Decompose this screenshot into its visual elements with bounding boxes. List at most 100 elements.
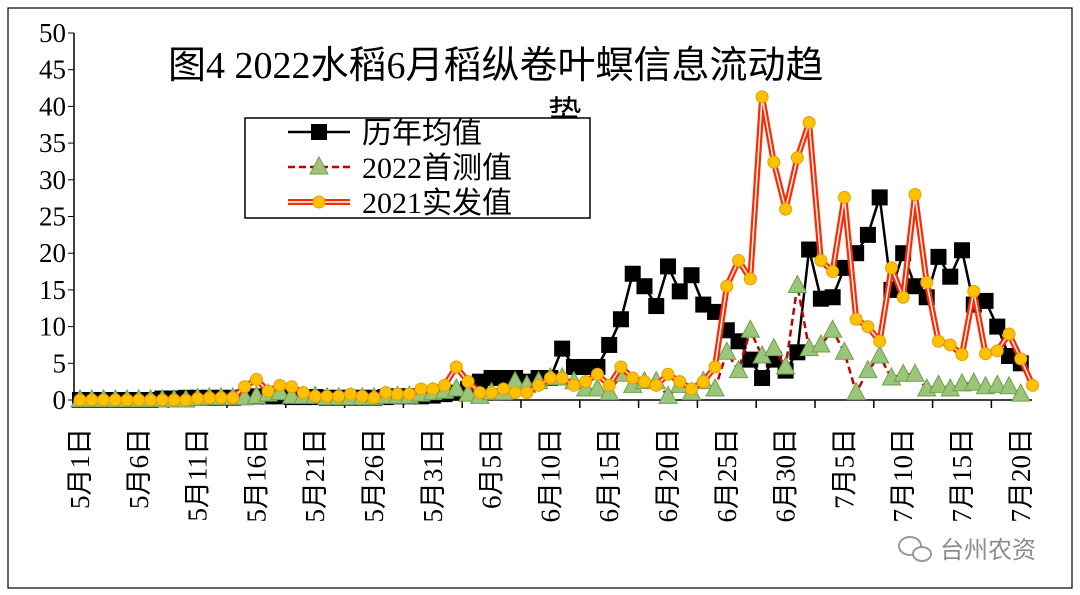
data-point (1010, 383, 1031, 402)
data-point (754, 369, 771, 386)
data-point (849, 312, 863, 326)
data-point (999, 375, 1019, 395)
y-tick-label: 45 (39, 55, 66, 85)
data-point (214, 391, 228, 405)
data-point (332, 389, 346, 403)
y-tick-label: 5 (53, 348, 67, 378)
data-point (238, 380, 252, 394)
data-point (508, 386, 522, 400)
data-point (167, 393, 181, 407)
data-point (740, 319, 761, 338)
data-point (869, 344, 890, 364)
data-point (626, 371, 640, 385)
chart-frame (7, 7, 1073, 589)
y-tick-label: 35 (39, 128, 66, 158)
wechat-icon (898, 536, 932, 562)
data-point (367, 391, 381, 405)
data-point (732, 254, 746, 268)
y-tick-label: 0 (53, 385, 67, 415)
x-tick-label: 5月1日 (65, 428, 95, 509)
x-tick-label: 5月26日 (359, 428, 389, 523)
data-point (554, 340, 571, 357)
data-point (943, 338, 957, 352)
data-point (801, 241, 818, 258)
x-tick-label: 7月10日 (888, 428, 918, 523)
data-point (449, 360, 463, 374)
x-tick-label: 6月15日 (594, 428, 624, 523)
data-point (767, 155, 781, 169)
data-point (496, 382, 510, 396)
data-point (873, 334, 887, 348)
data-point (942, 268, 959, 285)
data-point (601, 336, 618, 353)
data-point (612, 311, 629, 328)
data-point (779, 202, 793, 216)
data-point (636, 278, 653, 295)
data-point (755, 90, 769, 104)
data-point (861, 320, 875, 334)
data-point (543, 371, 557, 385)
data-point (720, 279, 734, 293)
legend-marker (309, 155, 329, 175)
data-point (931, 334, 945, 348)
legend-entry: 2022首测值 (288, 152, 512, 185)
data-point (928, 374, 949, 393)
series-2 (73, 90, 1040, 407)
x-tick-label: 5月31日 (418, 428, 448, 523)
data-point (179, 393, 193, 407)
data-point (1002, 327, 1016, 341)
data-point (708, 360, 722, 374)
data-point (871, 189, 888, 206)
data-point (85, 393, 99, 407)
data-point (461, 375, 475, 389)
legend-label: 历年均值 (362, 117, 482, 150)
data-point (520, 386, 534, 400)
data-point (202, 391, 216, 405)
data-point (987, 374, 1008, 393)
data-point (624, 265, 641, 282)
data-point (648, 298, 665, 315)
x-tick-label: 6月25日 (712, 428, 742, 523)
data-point (414, 382, 428, 396)
data-point (590, 367, 604, 381)
data-point (132, 393, 146, 407)
legend-label: 2021实发值 (362, 187, 512, 220)
x-tick-label: 5月6日 (124, 428, 154, 509)
data-point (296, 386, 310, 400)
x-tick-label: 7月15日 (947, 428, 977, 523)
x-tick-label: 7月5日 (829, 428, 859, 509)
data-point (579, 375, 593, 389)
data-point (683, 267, 700, 284)
data-point (716, 341, 737, 360)
legend-marker (311, 124, 327, 140)
data-point (426, 382, 440, 396)
data-point (963, 372, 984, 391)
x-tick-label: 6月10日 (535, 428, 565, 523)
data-point (790, 151, 804, 165)
data-point (1026, 378, 1040, 392)
data-point (308, 389, 322, 403)
data-point (977, 292, 994, 309)
y-tick-label: 40 (39, 91, 66, 121)
data-point (905, 363, 925, 382)
x-tick-label: 6月5日 (477, 428, 507, 509)
data-point (155, 393, 169, 407)
legend-label: 2022首测值 (362, 152, 512, 185)
data-point (485, 386, 499, 400)
x-tick-label: 5月21日 (300, 428, 330, 523)
data-point (355, 389, 369, 403)
x-tick-label: 7月20日 (1006, 428, 1036, 523)
data-point (884, 261, 898, 275)
y-tick-label: 10 (39, 312, 66, 342)
y-tick-label: 20 (39, 238, 66, 268)
watermark: 台州农资 (898, 536, 1036, 564)
data-point (787, 274, 808, 293)
data-point (567, 378, 581, 392)
data-point (826, 265, 840, 279)
data-point (602, 378, 616, 392)
data-point (967, 284, 981, 298)
data-point (858, 359, 878, 379)
data-point (671, 283, 688, 300)
data-point (343, 387, 357, 401)
data-point (473, 386, 487, 400)
